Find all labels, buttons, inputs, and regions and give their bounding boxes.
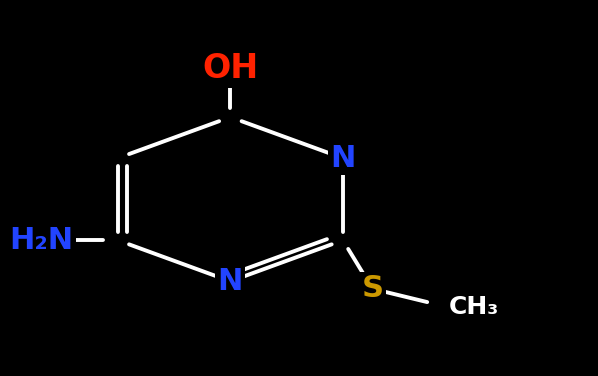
Text: H₂N: H₂N [9, 226, 73, 255]
Text: N: N [218, 267, 243, 296]
Text: N: N [330, 144, 356, 173]
Text: OH: OH [202, 52, 258, 85]
Text: CH₃: CH₃ [449, 296, 499, 320]
Text: S: S [361, 274, 383, 303]
